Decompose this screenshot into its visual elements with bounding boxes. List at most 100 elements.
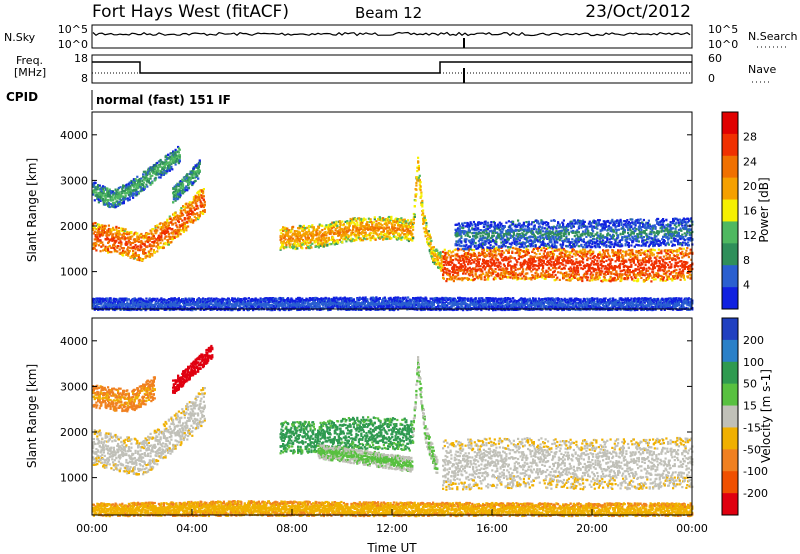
- data-cell: [183, 190, 186, 193]
- data-cell: [99, 226, 102, 229]
- data-cell: [181, 181, 184, 185]
- data-cell: [97, 228, 100, 231]
- data-cell: [124, 232, 127, 235]
- data-cell: [471, 270, 474, 273]
- data-cell: [372, 235, 375, 238]
- data-cell: [143, 248, 146, 251]
- data-cell: [619, 249, 622, 252]
- data-cell: [123, 229, 126, 232]
- data-cell: [177, 230, 180, 233]
- data-cell: [169, 216, 172, 219]
- data-cell: [306, 226, 309, 229]
- data-cell: [115, 225, 118, 228]
- data-cell: [142, 170, 145, 173]
- freq-panel-frame: [91, 54, 693, 84]
- data-cell: [309, 241, 312, 244]
- data-cell: [118, 203, 121, 206]
- data-cell: [182, 205, 185, 208]
- nave-tick-bottom: 0: [708, 72, 715, 85]
- data-cell: [165, 160, 168, 163]
- data-cell: [127, 252, 130, 255]
- data-cell: [650, 280, 653, 283]
- data-cell: [109, 238, 112, 241]
- data-cell: [166, 227, 169, 230]
- data-cell: [195, 217, 198, 220]
- data-cell: [129, 237, 132, 241]
- data-cell: [290, 236, 293, 239]
- data-cell: [98, 235, 101, 238]
- data-cell: [522, 270, 525, 273]
- freq-label-line1: Freq.: [16, 54, 43, 67]
- data-cell: [175, 154, 178, 157]
- data-cell: [142, 181, 145, 184]
- data-cell: [169, 159, 172, 162]
- data-cell: [290, 230, 293, 233]
- data-cell: [137, 245, 140, 248]
- data-cell: [96, 193, 99, 196]
- data-cell: [395, 231, 398, 234]
- data-cell: [97, 237, 100, 240]
- data-cell: [115, 236, 118, 239]
- data-cell: [97, 232, 100, 235]
- data-cell: [463, 277, 466, 280]
- data-cell: [381, 224, 384, 227]
- data-cell: [137, 187, 140, 190]
- data-cell: [156, 224, 159, 227]
- data-cell: [178, 148, 181, 151]
- data-cell: [467, 255, 470, 258]
- data-cell: [386, 224, 389, 227]
- data-cell: [122, 190, 125, 193]
- data-cell: [457, 222, 460, 225]
- data-cell: [94, 241, 97, 244]
- data-cell: [151, 181, 154, 184]
- data-cell: [500, 222, 503, 225]
- data-cell: [172, 232, 175, 235]
- data-cell: [162, 246, 165, 249]
- data-cell: [115, 239, 118, 242]
- data-cell: [497, 259, 500, 262]
- data-cell: [577, 267, 580, 270]
- data-cell: [623, 278, 626, 281]
- data-cell: [103, 248, 106, 251]
- data-cell: [648, 272, 651, 275]
- data-cell: [113, 192, 116, 195]
- data-cell: [338, 233, 341, 236]
- data-cell: [140, 177, 143, 180]
- data-cell: [673, 277, 676, 280]
- data-cell: [323, 227, 326, 230]
- data-cell: [177, 147, 180, 150]
- data-cell: [180, 187, 183, 190]
- data-cell: [631, 248, 634, 252]
- freq-panel: Freq. [MHz] 18 8 60 0 Nave: [14, 52, 776, 85]
- data-cell: [310, 246, 313, 249]
- data-cell: [109, 190, 112, 193]
- data-cell: [682, 253, 685, 256]
- data-cell: [118, 196, 121, 199]
- data-cell: [102, 243, 105, 246]
- data-cell: [312, 228, 315, 231]
- data-cell: [637, 279, 640, 282]
- data-cell: [118, 248, 121, 251]
- data-cell: [499, 265, 502, 268]
- data-cell: [465, 243, 468, 246]
- data-cell: [660, 252, 663, 255]
- data-cell: [339, 229, 342, 232]
- data-cell: [547, 270, 550, 273]
- data-cell: [472, 220, 475, 224]
- data-cell: [92, 183, 95, 186]
- data-cell: [147, 252, 150, 255]
- data-cell: [457, 271, 460, 274]
- data-cell: [423, 216, 426, 220]
- data-cell: [487, 232, 490, 235]
- data-cell: [558, 278, 561, 281]
- data-cell: [165, 221, 168, 224]
- data-cell: [94, 181, 97, 184]
- data-cell: [108, 244, 111, 248]
- data-cell: [92, 222, 95, 225]
- data-cell: [567, 273, 570, 276]
- data-cell: [677, 257, 680, 260]
- data-cell: [314, 241, 317, 244]
- data-cell: [280, 237, 283, 240]
- data-cell: [401, 236, 404, 239]
- data-cell: [187, 213, 190, 216]
